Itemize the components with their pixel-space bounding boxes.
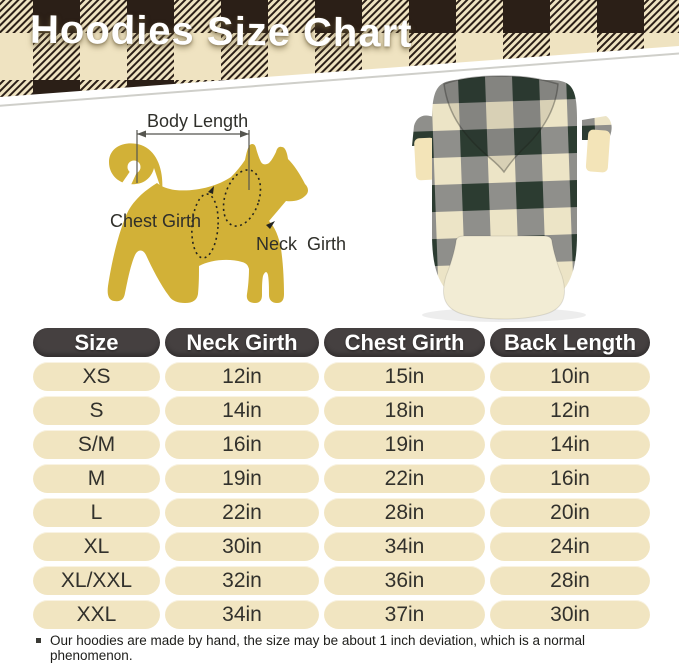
value-cell: 12in xyxy=(490,396,650,425)
footnotes: Our hoodies are made by hand, the size m… xyxy=(33,633,663,671)
value-cell: 22in xyxy=(324,464,485,493)
body-length-label: Body Length xyxy=(147,111,249,131)
value-cell: 19in xyxy=(165,464,319,493)
header-cell-back-length: Back Length xyxy=(490,328,650,357)
hoodie-hood xyxy=(443,75,559,174)
value-cell: 32in xyxy=(165,566,319,595)
value-cell: 10in xyxy=(490,362,650,391)
size-cell: XS xyxy=(33,362,160,391)
hoodie-pocket xyxy=(443,235,565,320)
measurement-arrows xyxy=(136,130,275,259)
hoodie-product-image xyxy=(412,75,612,322)
chest-girth-label: Chest Girth xyxy=(110,211,202,231)
value-cell: 36in xyxy=(324,566,485,595)
value-cell: 28in xyxy=(324,498,485,527)
header-cell-size: Size xyxy=(33,328,160,357)
value-cell: 16in xyxy=(165,430,319,459)
header-cell-neck-girth: Neck Girth xyxy=(165,328,319,357)
size-cell: S/M xyxy=(33,430,160,459)
value-cell: 37in xyxy=(324,600,485,629)
value-cell: 30in xyxy=(165,532,319,561)
value-cell: 20in xyxy=(490,498,650,527)
value-cell: 30in xyxy=(490,600,650,629)
value-cell: 24in xyxy=(490,532,650,561)
value-cell: 14in xyxy=(490,430,650,459)
size-cell: XXL xyxy=(33,600,160,629)
value-cell: 19in xyxy=(324,430,485,459)
size-cell: XL xyxy=(33,532,160,561)
value-cell: 34in xyxy=(165,600,319,629)
neck-girth-label: Neck Girth xyxy=(256,234,347,254)
dog-silhouette-illustration xyxy=(107,143,308,303)
size-cell: S xyxy=(33,396,160,425)
bullet-square-icon xyxy=(36,638,41,643)
note-text: Our hoodies are made by hand, the size m… xyxy=(50,633,586,663)
value-cell: 12in xyxy=(165,362,319,391)
value-cell: 16in xyxy=(490,464,650,493)
page-title: Hoodies Size Chart xyxy=(29,7,413,56)
header-cell-chest-girth: Chest Girth xyxy=(324,328,485,357)
value-cell: 28in xyxy=(490,566,650,595)
value-cell: 22in xyxy=(165,498,319,527)
size-cell: XL/XXL xyxy=(33,566,160,595)
value-cell: 34in xyxy=(324,532,485,561)
hoodie-right-sleeve xyxy=(582,116,612,173)
value-cell: 15in xyxy=(324,362,485,391)
size-table: Size Neck Girth Chest Girth Back Length … xyxy=(33,328,650,629)
note-line: Our hoodies are made by hand, the size m… xyxy=(33,633,663,663)
value-cell: 14in xyxy=(165,396,319,425)
size-cell: L xyxy=(33,498,160,527)
value-cell: 18in xyxy=(324,396,485,425)
size-cell: M xyxy=(33,464,160,493)
